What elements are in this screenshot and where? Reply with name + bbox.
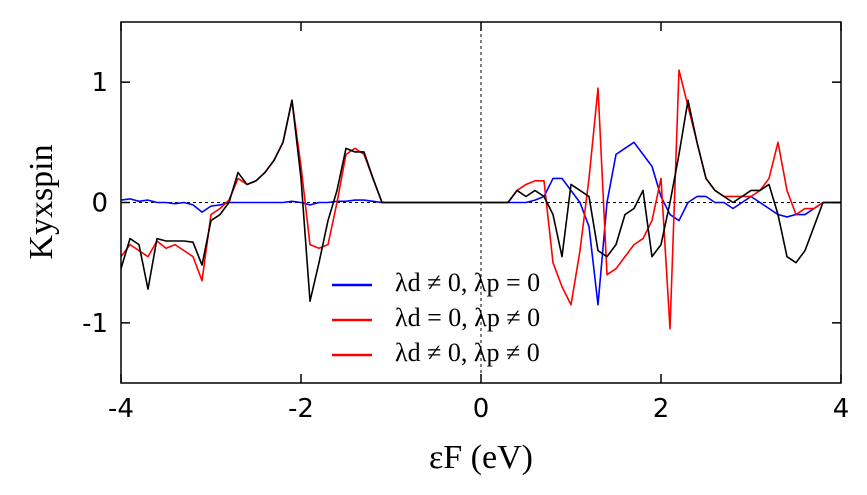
- y-tick-label: 0: [91, 189, 108, 219]
- x-tick-label: -4: [108, 394, 134, 424]
- x-tick-label: 0: [473, 394, 490, 424]
- legend-label: λd ≠ 0, λp ≠ 0: [395, 338, 540, 367]
- x-axis-label: εF (eV): [429, 439, 533, 476]
- y-tick-label: 1: [91, 68, 108, 98]
- y-axis-label: Kyxspin: [23, 144, 60, 259]
- y-tick-label: -1: [82, 309, 108, 339]
- x-tick-label: 2: [653, 394, 670, 424]
- x-tick-label: -2: [288, 394, 314, 424]
- data-line: [120, 99, 841, 302]
- x-tick-label: 4: [833, 394, 850, 424]
- legend-label: λd = 0, λp ≠ 0: [395, 303, 540, 332]
- legend-label: λd ≠ 0, λp = 0: [395, 268, 540, 297]
